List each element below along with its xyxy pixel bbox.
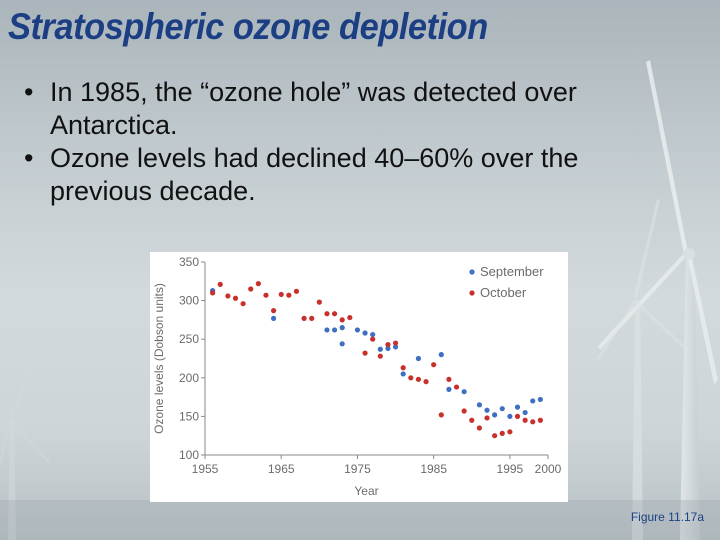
data-point-october bbox=[400, 365, 406, 371]
data-point-september bbox=[530, 398, 536, 404]
data-point-october bbox=[263, 292, 269, 298]
data-point-october bbox=[362, 350, 368, 356]
x-tick-label: 1995 bbox=[497, 462, 524, 476]
x-tick-label: 2000 bbox=[535, 462, 562, 476]
x-axis-label: Year bbox=[354, 484, 378, 498]
data-point-september bbox=[499, 406, 505, 412]
data-point-september bbox=[514, 404, 521, 410]
data-point-october bbox=[377, 353, 383, 359]
data-point-september bbox=[446, 386, 452, 392]
data-point-september bbox=[507, 413, 513, 419]
data-point-october bbox=[240, 301, 246, 307]
data-point-october bbox=[392, 340, 399, 346]
legend-label-september: September bbox=[480, 264, 544, 279]
data-point-october bbox=[370, 336, 376, 342]
x-tick-label: 1965 bbox=[268, 462, 295, 476]
data-point-september bbox=[362, 330, 368, 336]
x-tick-label: 1955 bbox=[192, 462, 219, 476]
legend-marker-september bbox=[469, 269, 475, 275]
data-point-september bbox=[271, 315, 277, 321]
data-point-october bbox=[453, 384, 460, 390]
data-point-september bbox=[415, 355, 422, 362]
data-point-october bbox=[499, 430, 505, 436]
data-point-october bbox=[446, 376, 452, 382]
data-point-october bbox=[316, 299, 322, 305]
bullet-item-decline: Ozone levels had declined 40–60% over th… bbox=[24, 142, 684, 208]
data-point-october bbox=[469, 417, 475, 423]
figure-caption: Figure 11.17a bbox=[630, 510, 704, 524]
data-point-september bbox=[461, 389, 467, 395]
data-point-october bbox=[537, 417, 543, 423]
data-point-october bbox=[331, 311, 338, 317]
x-tick-label: 1985 bbox=[420, 462, 447, 476]
data-point-october bbox=[271, 308, 277, 314]
data-point-october bbox=[217, 281, 223, 287]
data-point-october bbox=[530, 419, 536, 425]
data-point-september bbox=[377, 346, 383, 352]
data-point-september bbox=[438, 352, 444, 358]
data-point-september bbox=[324, 327, 330, 333]
data-point-october bbox=[278, 291, 284, 298]
legend-label-october: October bbox=[480, 285, 527, 300]
data-point-september bbox=[392, 344, 399, 350]
data-point-october bbox=[522, 417, 528, 423]
y-tick-label: 200 bbox=[179, 371, 199, 385]
data-point-october bbox=[232, 295, 239, 301]
y-tick-label: 100 bbox=[179, 448, 199, 462]
data-point-october bbox=[476, 425, 482, 431]
data-point-september bbox=[339, 341, 345, 347]
y-axis-label: Ozone levels (Dobson units) bbox=[152, 283, 166, 434]
y-tick-label: 350 bbox=[179, 255, 199, 269]
data-point-september bbox=[492, 412, 498, 418]
ozone-chart-panel: 100 150 200 250 300 350 1955 1965 1975 1985 1995 20… bbox=[150, 252, 568, 502]
bullet-item-ozone-hole: In 1985, the “ozone hole” was detected o… bbox=[24, 76, 684, 142]
data-point-october bbox=[347, 314, 353, 321]
x-tick-label: 1975 bbox=[344, 462, 371, 476]
ozone-scatter-chart: 100 150 200 250 300 350 1955 1965 1975 1985 1995 20… bbox=[152, 255, 562, 498]
data-point-october bbox=[461, 408, 467, 414]
data-point-october bbox=[423, 379, 429, 385]
data-point-october bbox=[210, 290, 216, 296]
data-point-october bbox=[248, 286, 254, 292]
data-point-september bbox=[339, 325, 345, 331]
bullet-list: In 1985, the “ozone hole” was detected o… bbox=[24, 76, 684, 208]
data-point-september bbox=[484, 407, 490, 413]
data-point-october bbox=[301, 315, 307, 321]
data-point-october bbox=[385, 342, 391, 348]
data-point-september bbox=[385, 345, 391, 352]
data-point-october bbox=[255, 281, 261, 287]
slide-title: Stratospheric ozone depletion bbox=[8, 6, 488, 47]
data-point-september bbox=[476, 402, 482, 408]
data-point-october bbox=[438, 412, 444, 418]
data-point-september bbox=[331, 327, 338, 333]
data-point-september bbox=[522, 409, 528, 416]
data-point-october bbox=[415, 376, 422, 382]
data-point-october bbox=[339, 317, 345, 323]
data-point-october bbox=[492, 433, 498, 439]
data-point-october bbox=[309, 315, 315, 321]
y-tick-label: 300 bbox=[179, 294, 199, 308]
data-point-october bbox=[484, 415, 490, 421]
data-point-september bbox=[370, 331, 376, 338]
y-tick-label: 250 bbox=[179, 332, 199, 346]
y-tick-label: 150 bbox=[179, 409, 199, 423]
data-point-october bbox=[514, 413, 521, 419]
data-point-september bbox=[400, 371, 406, 377]
data-point-september bbox=[354, 327, 361, 333]
data-point-october bbox=[225, 293, 231, 299]
data-point-october bbox=[324, 311, 330, 317]
legend-marker-october bbox=[469, 290, 475, 296]
data-point-october bbox=[408, 375, 414, 381]
data-point-october bbox=[293, 288, 300, 294]
data-point-september bbox=[537, 396, 543, 403]
data-point-october bbox=[286, 292, 292, 298]
data-point-october bbox=[507, 429, 513, 435]
data-point-october bbox=[431, 362, 437, 368]
